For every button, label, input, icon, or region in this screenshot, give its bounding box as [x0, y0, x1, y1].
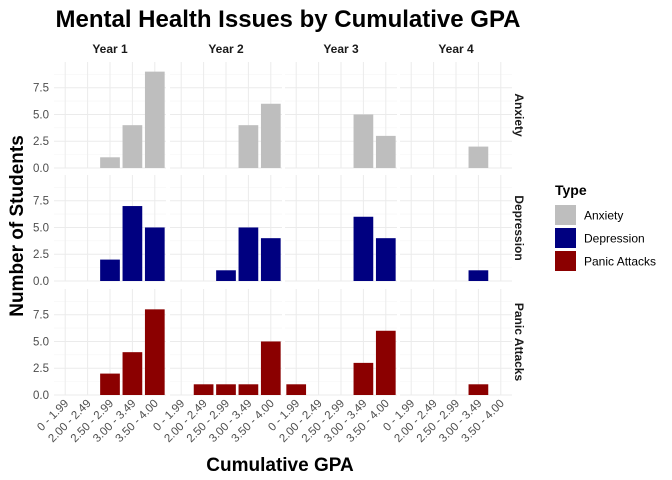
- bar-panic-attacks-year-4-3-00-3-49: [468, 384, 489, 395]
- row-strip-panic-attacks: Panic Attacks: [512, 303, 526, 382]
- panel-anxiety-year-3: [285, 62, 397, 169]
- y-tick-label: 5.0: [33, 222, 49, 234]
- bar-panic-attacks-year-3-3-50-4-00: [375, 330, 396, 395]
- bar-depression-year-4-3-00-3-49: [468, 270, 489, 281]
- bar-anxiety-year-1-3-00-3-49: [122, 125, 143, 168]
- legend-label-panic-attacks: Panic Attacks: [584, 255, 656, 269]
- bar-panic-attacks-year-1-3-50-4-00: [144, 309, 165, 395]
- row-strip-depression: Depression: [512, 195, 526, 260]
- bar-panic-attacks-year-2-3-50-4-00: [260, 341, 281, 395]
- bar-depression-year-3-3-50-4-00: [375, 238, 396, 281]
- legend-swatch-depression: [555, 228, 576, 248]
- x-axis-title: Cumulative GPA: [206, 455, 354, 476]
- legend-label-anxiety: Anxiety: [584, 209, 623, 223]
- panel-depression-year-2: [170, 175, 282, 282]
- y-axis-title: Number of Students: [7, 135, 28, 317]
- bar-panic-attacks-year-2-3-00-3-49: [238, 384, 259, 395]
- panel-depression-year-1: 0.0 2.5 5.0 7.5: [33, 175, 166, 288]
- bar-depression-year-1-3-50-4-00: [144, 227, 165, 281]
- bar-panic-attacks-year-2-2-50-2-99: [216, 384, 236, 395]
- column-strip-year-3: Year 3: [323, 42, 359, 56]
- bar-anxiety-year-1-2-50-2-99: [100, 157, 120, 168]
- panel-anxiety-year-1: 0.0 2.5 5.0 7.5: [33, 62, 166, 175]
- panel-panic-attacks-year-2: 0 - 1.992.00 - 2.492.50 - 2.993.00 - 3.4…: [151, 289, 282, 445]
- bar-depression-year-2-3-50-4-00: [260, 238, 281, 281]
- y-tick-label: 0.0: [33, 276, 49, 288]
- panel-anxiety-year-2: [170, 62, 282, 169]
- bar-anxiety-year-3-3-00-3-49: [353, 114, 374, 168]
- bar-panic-attacks-year-3-3-00-3-49: [353, 362, 374, 395]
- legend-swatch-anxiety: [555, 205, 576, 225]
- legend-title: Type: [555, 182, 587, 198]
- column-strip-year-4: Year 4: [438, 42, 474, 56]
- bar-panic-attacks-year-1-2-50-2-99: [100, 373, 120, 395]
- bar-anxiety-year-4-3-00-3-49: [468, 146, 489, 168]
- bar-depression-year-2-2-50-2-99: [216, 270, 236, 281]
- y-tick-label: 7.5: [33, 196, 49, 208]
- bar-panic-attacks-year-2-2-00-2-49: [193, 384, 214, 395]
- y-tick-label: 2.5: [33, 363, 49, 375]
- y-tick-label: 7.5: [33, 310, 49, 322]
- bar-panic-attacks-year-3-0-1-99: [286, 384, 307, 395]
- legend-swatch-panic-attacks: [555, 251, 576, 271]
- panel-depression-year-4: [400, 175, 512, 282]
- legend-item-panic-attacks: Panic Attacks: [555, 251, 656, 271]
- row-strip-anxiety: Anxiety: [512, 93, 526, 137]
- legend-item-depression: Depression: [555, 228, 645, 248]
- y-tick-label: 5.0: [33, 109, 49, 121]
- y-tick-label: 0.0: [33, 390, 49, 402]
- y-tick-label: 5.0: [33, 336, 49, 348]
- column-strip-year-2: Year 2: [208, 42, 244, 56]
- bar-anxiety-year-2-3-50-4-00: [260, 103, 281, 168]
- legend-items: Anxiety Depression Panic Attacks: [555, 205, 656, 271]
- legend-label-depression: Depression: [584, 232, 645, 246]
- legend-item-anxiety: Anxiety: [555, 205, 623, 225]
- panel-panic-attacks-year-1: 0.02.55.07.50 - 1.992.00 - 2.492.50 - 2.…: [33, 289, 166, 445]
- facet-panels: Year 1 Year 2 Year 3 Year 4 Anxiety Depressio…: [33, 42, 526, 445]
- bar-anxiety-year-3-3-50-4-00: [375, 135, 396, 168]
- y-tick-label: 7.5: [33, 83, 49, 95]
- y-tick-label: 2.5: [33, 136, 49, 148]
- column-strip-year-1: Year 1: [92, 42, 128, 56]
- y-tick-label: 2.5: [33, 249, 49, 261]
- panel-depression-year-3: [285, 175, 397, 282]
- panel-panic-attacks-year-4: 0 - 1.992.00 - 2.492.50 - 2.993.00 - 3.4…: [381, 289, 512, 445]
- bar-panic-attacks-year-1-3-00-3-49: [122, 352, 143, 395]
- bar-depression-year-1-2-50-2-99: [100, 259, 120, 281]
- legend: Type Anxiety Depression Panic Attacks: [555, 182, 656, 271]
- panel-anxiety-year-4: [400, 62, 512, 169]
- chart-title: Mental Health Issues by Cumulative GPA: [55, 6, 520, 33]
- panel-panic-attacks-year-3: 0 - 1.992.00 - 2.492.50 - 2.993.00 - 3.4…: [266, 289, 397, 445]
- bar-anxiety-year-1-3-50-4-00: [144, 71, 165, 168]
- bar-depression-year-2-3-00-3-49: [238, 227, 259, 281]
- bar-depression-year-1-3-00-3-49: [122, 206, 143, 281]
- bar-depression-year-3-3-00-3-49: [353, 216, 374, 281]
- y-tick-label: 0.0: [33, 163, 49, 175]
- bar-anxiety-year-2-3-00-3-49: [238, 125, 259, 168]
